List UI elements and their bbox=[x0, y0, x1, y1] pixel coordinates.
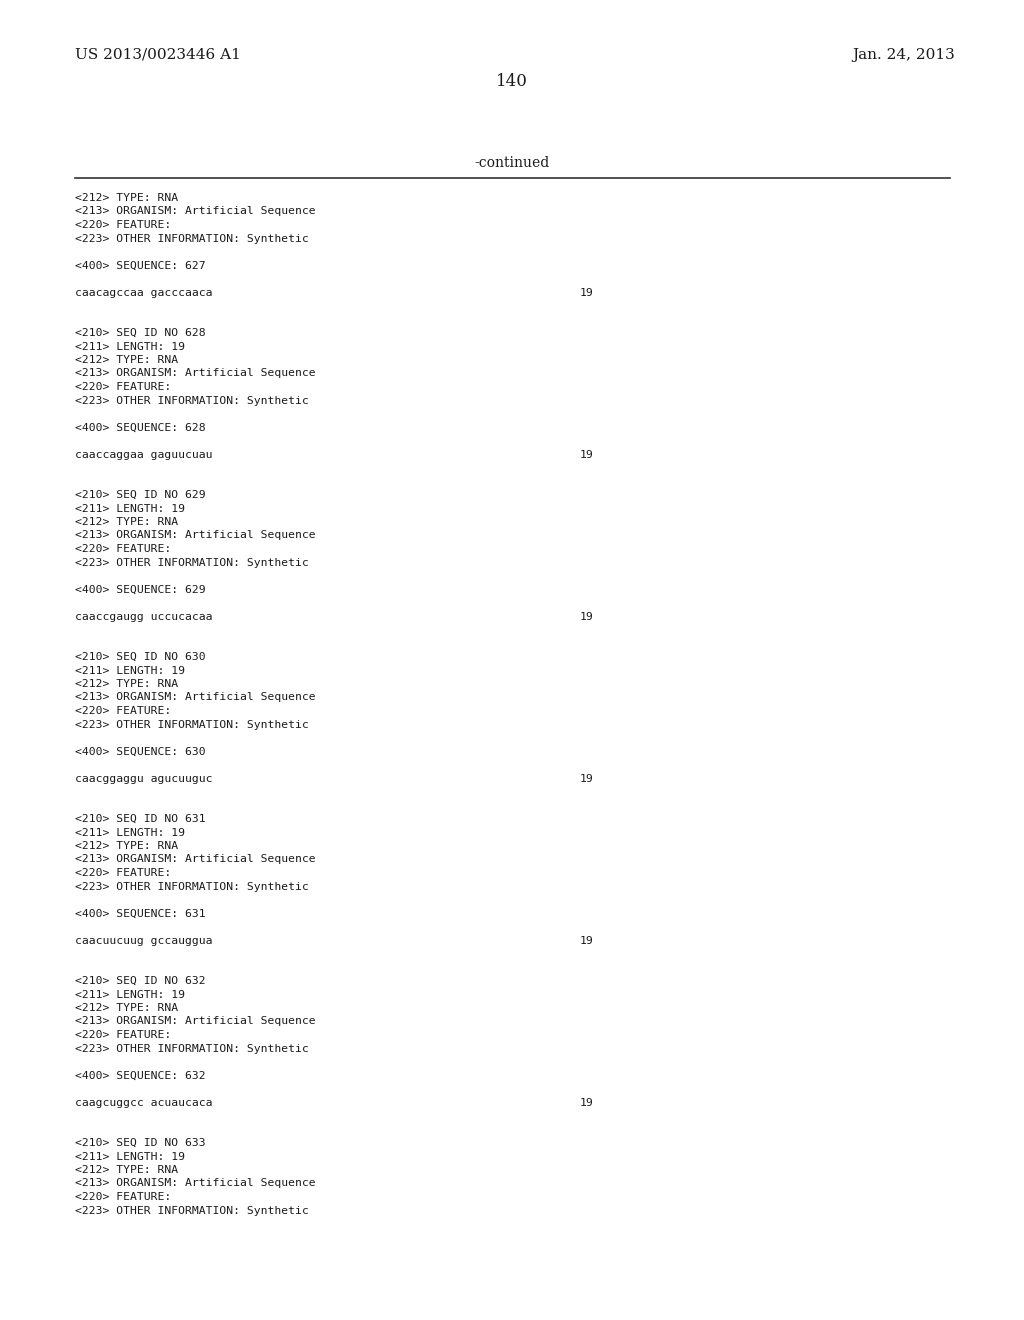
Text: 19: 19 bbox=[580, 936, 594, 945]
Text: <223> OTHER INFORMATION: Synthetic: <223> OTHER INFORMATION: Synthetic bbox=[75, 1044, 309, 1053]
Text: <211> LENGTH: 19: <211> LENGTH: 19 bbox=[75, 503, 185, 513]
Text: 19: 19 bbox=[580, 774, 594, 784]
Text: 140: 140 bbox=[496, 74, 528, 91]
Text: <223> OTHER INFORMATION: Synthetic: <223> OTHER INFORMATION: Synthetic bbox=[75, 396, 309, 405]
Text: <212> TYPE: RNA: <212> TYPE: RNA bbox=[75, 355, 178, 366]
Text: <213> ORGANISM: Artificial Sequence: <213> ORGANISM: Artificial Sequence bbox=[75, 693, 315, 702]
Text: <220> FEATURE:: <220> FEATURE: bbox=[75, 544, 171, 554]
Text: <220> FEATURE:: <220> FEATURE: bbox=[75, 381, 171, 392]
Text: caaccgaugg uccucacaa: caaccgaugg uccucacaa bbox=[75, 611, 213, 622]
Text: <210> SEQ ID NO 629: <210> SEQ ID NO 629 bbox=[75, 490, 206, 500]
Text: <212> TYPE: RNA: <212> TYPE: RNA bbox=[75, 678, 178, 689]
Text: <400> SEQUENCE: 631: <400> SEQUENCE: 631 bbox=[75, 908, 206, 919]
Text: <223> OTHER INFORMATION: Synthetic: <223> OTHER INFORMATION: Synthetic bbox=[75, 557, 309, 568]
Text: <213> ORGANISM: Artificial Sequence: <213> ORGANISM: Artificial Sequence bbox=[75, 206, 315, 216]
Text: <223> OTHER INFORMATION: Synthetic: <223> OTHER INFORMATION: Synthetic bbox=[75, 234, 309, 243]
Text: <213> ORGANISM: Artificial Sequence: <213> ORGANISM: Artificial Sequence bbox=[75, 531, 315, 540]
Text: <223> OTHER INFORMATION: Synthetic: <223> OTHER INFORMATION: Synthetic bbox=[75, 882, 309, 891]
Text: <210> SEQ ID NO 631: <210> SEQ ID NO 631 bbox=[75, 814, 206, 824]
Text: <210> SEQ ID NO 633: <210> SEQ ID NO 633 bbox=[75, 1138, 206, 1148]
Text: 19: 19 bbox=[580, 611, 594, 622]
Text: caagcuggcc acuaucaca: caagcuggcc acuaucaca bbox=[75, 1097, 213, 1107]
Text: <212> TYPE: RNA: <212> TYPE: RNA bbox=[75, 193, 178, 203]
Text: <400> SEQUENCE: 627: <400> SEQUENCE: 627 bbox=[75, 260, 206, 271]
Text: 19: 19 bbox=[580, 288, 594, 297]
Text: <213> ORGANISM: Artificial Sequence: <213> ORGANISM: Artificial Sequence bbox=[75, 1179, 315, 1188]
Text: <211> LENGTH: 19: <211> LENGTH: 19 bbox=[75, 665, 185, 676]
Text: <211> LENGTH: 19: <211> LENGTH: 19 bbox=[75, 342, 185, 351]
Text: <220> FEATURE:: <220> FEATURE: bbox=[75, 1030, 171, 1040]
Text: caacuucuug gccauggua: caacuucuug gccauggua bbox=[75, 936, 213, 945]
Text: 19: 19 bbox=[580, 1097, 594, 1107]
Text: <210> SEQ ID NO 630: <210> SEQ ID NO 630 bbox=[75, 652, 206, 663]
Text: <220> FEATURE:: <220> FEATURE: bbox=[75, 869, 171, 878]
Text: <212> TYPE: RNA: <212> TYPE: RNA bbox=[75, 1166, 178, 1175]
Text: <211> LENGTH: 19: <211> LENGTH: 19 bbox=[75, 990, 185, 999]
Text: <400> SEQUENCE: 632: <400> SEQUENCE: 632 bbox=[75, 1071, 206, 1081]
Text: <210> SEQ ID NO 628: <210> SEQ ID NO 628 bbox=[75, 327, 206, 338]
Text: US 2013/0023446 A1: US 2013/0023446 A1 bbox=[75, 48, 241, 62]
Text: 19: 19 bbox=[580, 450, 594, 459]
Text: <223> OTHER INFORMATION: Synthetic: <223> OTHER INFORMATION: Synthetic bbox=[75, 1205, 309, 1216]
Text: <220> FEATURE:: <220> FEATURE: bbox=[75, 220, 171, 230]
Text: <220> FEATURE:: <220> FEATURE: bbox=[75, 706, 171, 715]
Text: <223> OTHER INFORMATION: Synthetic: <223> OTHER INFORMATION: Synthetic bbox=[75, 719, 309, 730]
Text: <211> LENGTH: 19: <211> LENGTH: 19 bbox=[75, 1151, 185, 1162]
Text: <211> LENGTH: 19: <211> LENGTH: 19 bbox=[75, 828, 185, 837]
Text: <212> TYPE: RNA: <212> TYPE: RNA bbox=[75, 841, 178, 851]
Text: <400> SEQUENCE: 630: <400> SEQUENCE: 630 bbox=[75, 747, 206, 756]
Text: <213> ORGANISM: Artificial Sequence: <213> ORGANISM: Artificial Sequence bbox=[75, 1016, 315, 1027]
Text: caaccaggaa gaguucuau: caaccaggaa gaguucuau bbox=[75, 450, 213, 459]
Text: <212> TYPE: RNA: <212> TYPE: RNA bbox=[75, 517, 178, 527]
Text: <400> SEQUENCE: 629: <400> SEQUENCE: 629 bbox=[75, 585, 206, 594]
Text: <212> TYPE: RNA: <212> TYPE: RNA bbox=[75, 1003, 178, 1012]
Text: <400> SEQUENCE: 628: <400> SEQUENCE: 628 bbox=[75, 422, 206, 433]
Text: <220> FEATURE:: <220> FEATURE: bbox=[75, 1192, 171, 1203]
Text: <213> ORGANISM: Artificial Sequence: <213> ORGANISM: Artificial Sequence bbox=[75, 368, 315, 379]
Text: Jan. 24, 2013: Jan. 24, 2013 bbox=[852, 48, 955, 62]
Text: <213> ORGANISM: Artificial Sequence: <213> ORGANISM: Artificial Sequence bbox=[75, 854, 315, 865]
Text: -continued: -continued bbox=[474, 156, 550, 170]
Text: caacggaggu agucuuguc: caacggaggu agucuuguc bbox=[75, 774, 213, 784]
Text: caacagccaa gacccaaca: caacagccaa gacccaaca bbox=[75, 288, 213, 297]
Text: <210> SEQ ID NO 632: <210> SEQ ID NO 632 bbox=[75, 975, 206, 986]
